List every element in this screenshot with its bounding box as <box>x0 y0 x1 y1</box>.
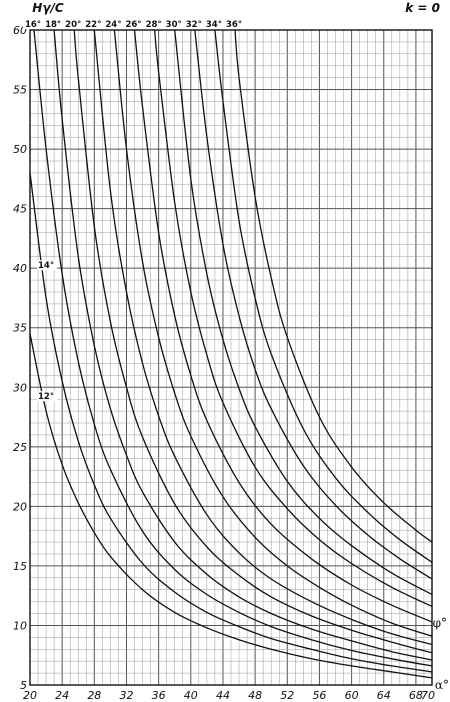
curve-label-bg <box>163 19 184 29</box>
y-tick-label: 35 <box>13 322 27 335</box>
x-tick-label: 48 <box>248 689 262 702</box>
y-tick-label: 15 <box>13 560 27 573</box>
x-tick-label: 28 <box>87 689 101 702</box>
y-tick-label: 45 <box>13 203 27 216</box>
curve-label-bg <box>37 391 57 402</box>
y-tick-label: 10 <box>13 619 27 632</box>
curve-label-1: 12° <box>38 392 54 402</box>
k-annotation: k = 0 <box>405 1 440 15</box>
curve-10 <box>174 29 433 596</box>
x-tick-label: 24 <box>55 689 69 702</box>
x-tick-label: 68 <box>409 689 423 702</box>
y-tick-label: 5 <box>20 679 27 692</box>
x-tick-label: 52 <box>280 689 294 702</box>
curve-6 <box>93 29 433 646</box>
labels: Hγ/C k = 0 φ° α° 5 10 15 20 25 30 35 40 45 50 55 60… <box>13 1 449 702</box>
plot-frame <box>29 29 433 686</box>
x-tick-label: 36 <box>152 689 166 702</box>
curve-label-5: 20° <box>65 20 81 30</box>
curve-12 <box>214 29 433 563</box>
curve-label-bg <box>83 19 104 29</box>
x-tick-label: 32 <box>119 689 133 702</box>
curve-label-bg <box>183 19 204 29</box>
curve-4 <box>53 29 433 661</box>
curve-label-bg <box>43 19 64 29</box>
curve-label-4: 18° <box>45 20 61 30</box>
y-tick-label: 55 <box>13 84 27 97</box>
curve-label-bg <box>103 19 124 29</box>
curve-label-bg <box>23 19 44 29</box>
phi-symbol: φ° <box>433 616 447 630</box>
curve-label-12: 34° <box>206 20 222 30</box>
curve-label-2: 14° <box>38 261 54 271</box>
curve-label-bg <box>143 19 164 29</box>
curve-11 <box>194 29 433 580</box>
curve-label-8: 26° <box>125 20 141 30</box>
y-tick-label: 50 <box>13 143 27 156</box>
x-tick-label: 56 <box>312 689 326 702</box>
curve-label-bg <box>37 260 57 271</box>
curve-label-11: 32° <box>186 20 202 30</box>
curves <box>29 29 433 679</box>
x-tick-label: 44 <box>216 689 230 702</box>
curve-9 <box>153 29 433 607</box>
curve-7 <box>113 29 433 637</box>
y-tick-label: 25 <box>13 441 27 454</box>
curve-label-bg <box>123 19 144 29</box>
x-tick-label: 70 <box>421 689 435 702</box>
curve-label-3: 16° <box>25 20 41 30</box>
curve-2 <box>29 172 433 673</box>
x-tick-label: 64 <box>377 689 391 702</box>
curve-label-6: 22° <box>85 20 101 30</box>
curve-label-bg <box>63 19 84 29</box>
x-axis-label: α° <box>435 678 449 692</box>
y-tick-label: 40 <box>13 262 27 275</box>
curve-label-bg <box>203 19 224 29</box>
curve-13 <box>234 29 433 543</box>
curve-label-bg <box>224 19 245 29</box>
grid <box>29 29 433 686</box>
curve-label-7: 24° <box>105 20 121 30</box>
y-tick-label: 20 <box>13 500 27 513</box>
x-tick-label: 40 <box>184 689 198 702</box>
x-tick-label: 60 <box>345 689 359 702</box>
curve-label-10: 30° <box>166 20 182 30</box>
curve-label-13: 36° <box>226 20 242 30</box>
curve-5 <box>73 29 433 654</box>
x-tick-label: 20 <box>23 689 37 702</box>
y-axis-label: Hγ/C <box>32 1 64 15</box>
curve-label-9: 28° <box>146 20 162 30</box>
curve-8 <box>133 29 433 623</box>
curve-3 <box>33 29 433 667</box>
curve-1 <box>29 333 433 679</box>
y-tick-label: 30 <box>13 381 27 394</box>
